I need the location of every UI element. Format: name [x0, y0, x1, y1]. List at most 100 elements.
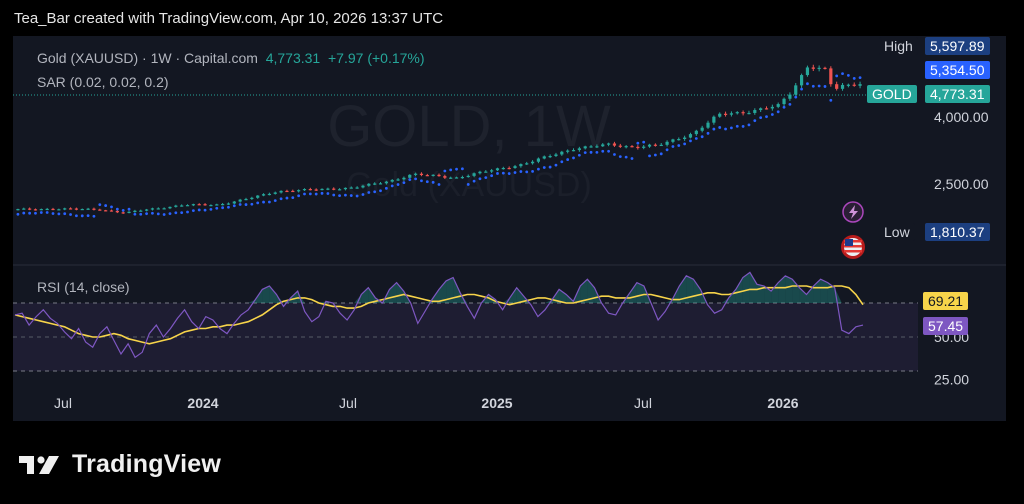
- candle-body: [542, 156, 546, 159]
- sar-dot: [466, 183, 470, 186]
- rsi-legend[interactable]: RSI (14, close): [37, 279, 130, 295]
- candle-body: [367, 183, 371, 186]
- sar-dot: [326, 192, 330, 195]
- sar-dot: [519, 170, 523, 173]
- rsi-overbought-segment: [516, 287, 524, 303]
- sar-dot: [829, 98, 833, 102]
- candle-body: [419, 173, 424, 176]
- sar-dot: [507, 172, 511, 175]
- sar-dot: [80, 214, 84, 218]
- sar-dot: [735, 124, 739, 128]
- rsi-overbought-segment: [799, 287, 807, 303]
- candle-body: [484, 171, 488, 173]
- sar-dot: [191, 209, 195, 213]
- x-tick-label: 2025: [481, 395, 512, 411]
- sar-dot: [69, 213, 72, 216]
- footer-brand[interactable]: TradingView: [18, 450, 221, 479]
- time-axis[interactable]: Jul 2024 Jul 2025 Jul 2026: [54, 395, 799, 411]
- sar-legend[interactable]: SAR (0.02, 0.02, 0.2): [37, 74, 169, 90]
- candle-body: [753, 110, 757, 113]
- candle-body: [384, 181, 388, 184]
- symbol-legend[interactable]: Gold (XAUUSD) · 1W · Capital.com 4,773.3…: [37, 50, 425, 66]
- candle-body: [776, 104, 780, 107]
- sar-dot: [706, 131, 710, 135]
- candle-body: [402, 177, 406, 180]
- sar-dot: [256, 201, 260, 205]
- candle-body: [647, 144, 652, 147]
- x-tick-label: Jul: [339, 395, 357, 411]
- candle-body: [343, 187, 348, 190]
- us-flag-event-icon[interactable]: [841, 235, 865, 259]
- chart-attribution: Tea_Bar created with TradingView.com, Ap…: [14, 10, 444, 27]
- candle-body: [86, 208, 90, 210]
- sar-dot: [683, 142, 687, 146]
- sar-dot: [221, 206, 225, 210]
- candle-body: [232, 201, 236, 204]
- sar-value-tag: 5,354.50: [925, 61, 990, 79]
- sar-dot: [197, 208, 201, 212]
- rsi-overbought-segment: [396, 282, 404, 303]
- sar-dot: [613, 153, 616, 156]
- sar-dot: [75, 214, 78, 218]
- candle-body: [788, 94, 792, 99]
- candle-body: [256, 195, 260, 198]
- sar-dot: [776, 110, 780, 114]
- rsi-overbought-segment: [361, 287, 369, 303]
- sar-dot: [320, 191, 324, 195]
- sar-dot: [560, 160, 564, 164]
- sar-dot: [852, 76, 856, 80]
- candle-body: [764, 108, 769, 110]
- high-label: High: [879, 37, 918, 55]
- symbol-name[interactable]: Gold (XAUUSD) · 1W · Capital.com: [37, 50, 258, 66]
- sar-dot: [168, 212, 172, 216]
- sar-dot: [244, 203, 248, 206]
- y-tick-label: 4,000.00: [934, 109, 989, 125]
- sar-dot: [349, 194, 353, 197]
- chart-panel[interactable]: GOLD, 1W Gold (XAUUSD) Jul 2024 Jul 2025 Jul…: [13, 36, 1006, 421]
- brand-name[interactable]: TradingView: [72, 450, 222, 478]
- candle-body: [156, 208, 160, 210]
- sar-dot: [285, 196, 289, 200]
- candle-body: [98, 209, 102, 211]
- chart-svg[interactable]: GOLD, 1W Gold (XAUUSD) Jul 2024 Jul 2025 Jul…: [13, 36, 1006, 421]
- candle-body: [683, 137, 687, 140]
- candle-body: [150, 208, 155, 210]
- candle-body: [291, 190, 295, 193]
- candle-body: [16, 209, 20, 211]
- sar-dot: [484, 176, 488, 180]
- candle-body: [174, 205, 178, 207]
- sar-dot: [770, 113, 774, 116]
- sar-dot: [180, 211, 184, 215]
- sar-dot: [747, 123, 751, 127]
- lightning-event-icon[interactable]: [842, 201, 864, 223]
- rsi-value-tag: 57.45: [923, 317, 969, 335]
- candle-body: [361, 185, 365, 188]
- sar-dot: [595, 151, 599, 154]
- candle-body: [747, 112, 751, 115]
- sar-dot: [402, 181, 406, 185]
- sar-dot: [361, 193, 365, 196]
- sar-dot: [841, 72, 844, 76]
- candle-body: [332, 188, 336, 190]
- candle-body: [829, 68, 833, 85]
- sar-dot: [788, 102, 792, 106]
- candle-body: [39, 209, 43, 211]
- sar-dot: [443, 169, 447, 173]
- candle-body: [45, 208, 49, 211]
- high-value: 5,597.89: [925, 37, 990, 55]
- sar-dot: [86, 214, 90, 218]
- candle-body: [273, 192, 277, 194]
- sar-dot: [858, 76, 862, 80]
- sar-dot: [572, 156, 575, 160]
- candle-body: [653, 144, 657, 146]
- sar-dot: [273, 199, 277, 203]
- candle-body: [221, 204, 225, 206]
- candle-body: [519, 164, 523, 167]
- candle-body: [22, 208, 26, 210]
- x-tick-label: 2026: [767, 395, 798, 411]
- sar-dot: [782, 105, 786, 109]
- sar-dot: [98, 203, 102, 207]
- sar-dot: [542, 166, 546, 169]
- candle-body: [74, 208, 79, 210]
